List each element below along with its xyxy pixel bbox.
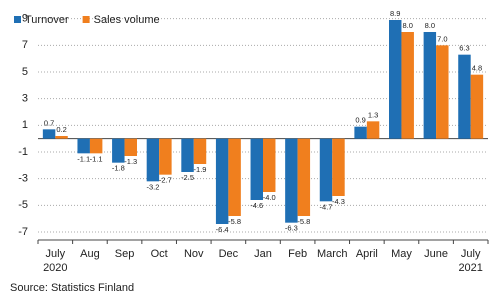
x-tick-label: May: [391, 248, 412, 260]
bar: [458, 54, 471, 139]
value-label: -1.9: [194, 165, 207, 174]
bar: [319, 138, 333, 202]
x-tick-label: Oct: [151, 248, 168, 260]
value-label: -3.2: [146, 182, 159, 191]
bar: [124, 138, 137, 156]
y-tick-label: -5: [18, 199, 28, 211]
bar: [228, 138, 241, 216]
bar: [297, 138, 311, 216]
x-tick-label: Feb: [288, 248, 307, 260]
value-label: 4.8: [472, 64, 482, 73]
bar: [366, 121, 380, 139]
legend-swatch: [82, 16, 90, 23]
value-label: -4.6: [250, 201, 263, 210]
value-label: 7.0: [437, 34, 447, 43]
value-label: 1.3: [368, 110, 378, 119]
value-label: -5.8: [228, 217, 241, 226]
value-label: -6.3: [285, 224, 298, 233]
bar: [250, 138, 263, 200]
bar: [146, 138, 160, 182]
bar: [436, 45, 449, 139]
value-label: 8.0: [402, 21, 412, 30]
x-tick-label: July 2020: [43, 248, 67, 274]
bar: [193, 138, 207, 164]
value-label: 0.2: [56, 125, 66, 134]
value-label: -4.7: [320, 202, 333, 211]
value-label: 6.3: [459, 44, 469, 53]
value-label: -1.1: [77, 154, 90, 163]
bar: [401, 32, 414, 139]
value-label: -2.5: [181, 173, 194, 182]
x-tick-label: Dec: [219, 248, 239, 260]
value-label: -1.3: [124, 157, 137, 166]
x-tick-label: June: [424, 248, 448, 260]
bar: [77, 138, 90, 154]
legend-swatch: [14, 16, 21, 23]
value-label: -5.8: [297, 217, 310, 226]
bar: [89, 138, 103, 154]
x-tick-label: July 2021: [458, 248, 482, 274]
y-tick-label: 1: [22, 119, 28, 131]
y-tick-label: -7: [18, 226, 28, 238]
value-label: -2.7: [159, 176, 172, 185]
y-tick-label: -3: [18, 173, 28, 185]
bar: [354, 126, 367, 139]
y-tick-label: 9: [22, 13, 28, 25]
bar: [423, 32, 437, 139]
bar: [389, 20, 402, 139]
value-label: 0.9: [355, 116, 365, 125]
value-label: -4.3: [332, 197, 345, 206]
x-tick-label: Aug: [80, 248, 100, 260]
value-label: -1.1: [90, 154, 103, 163]
x-tick-label: March: [317, 248, 348, 260]
bar: [42, 129, 56, 139]
value-label: 8.9: [390, 9, 400, 18]
bar: [263, 138, 276, 192]
value-label: 0.7: [44, 118, 54, 127]
value-label: -6.4: [216, 225, 229, 234]
bar: [285, 138, 298, 223]
bar: [112, 138, 125, 163]
bar: [55, 136, 68, 139]
legend-label: Turnover: [25, 14, 69, 26]
value-label: 8.0: [425, 21, 435, 30]
bar: [181, 138, 194, 172]
y-tick-label: 7: [22, 39, 28, 51]
x-tick-label: Jan: [254, 248, 272, 260]
bar: [159, 138, 172, 175]
x-tick-label: April: [356, 248, 378, 260]
value-label: -4.0: [263, 193, 276, 202]
y-tick-label: 3: [22, 93, 28, 105]
bar: [470, 74, 484, 139]
x-tick-label: Nov: [184, 248, 204, 260]
value-label: -1.8: [112, 164, 125, 173]
legend-label: Sales volume: [94, 14, 160, 26]
y-tick-label: 5: [22, 66, 28, 78]
bar: [215, 138, 229, 224]
x-tick-label: Sep: [115, 248, 135, 260]
bar: [332, 138, 345, 196]
y-tick-label: -1: [18, 146, 28, 158]
source-note: Source: Statistics Finland: [10, 282, 134, 294]
